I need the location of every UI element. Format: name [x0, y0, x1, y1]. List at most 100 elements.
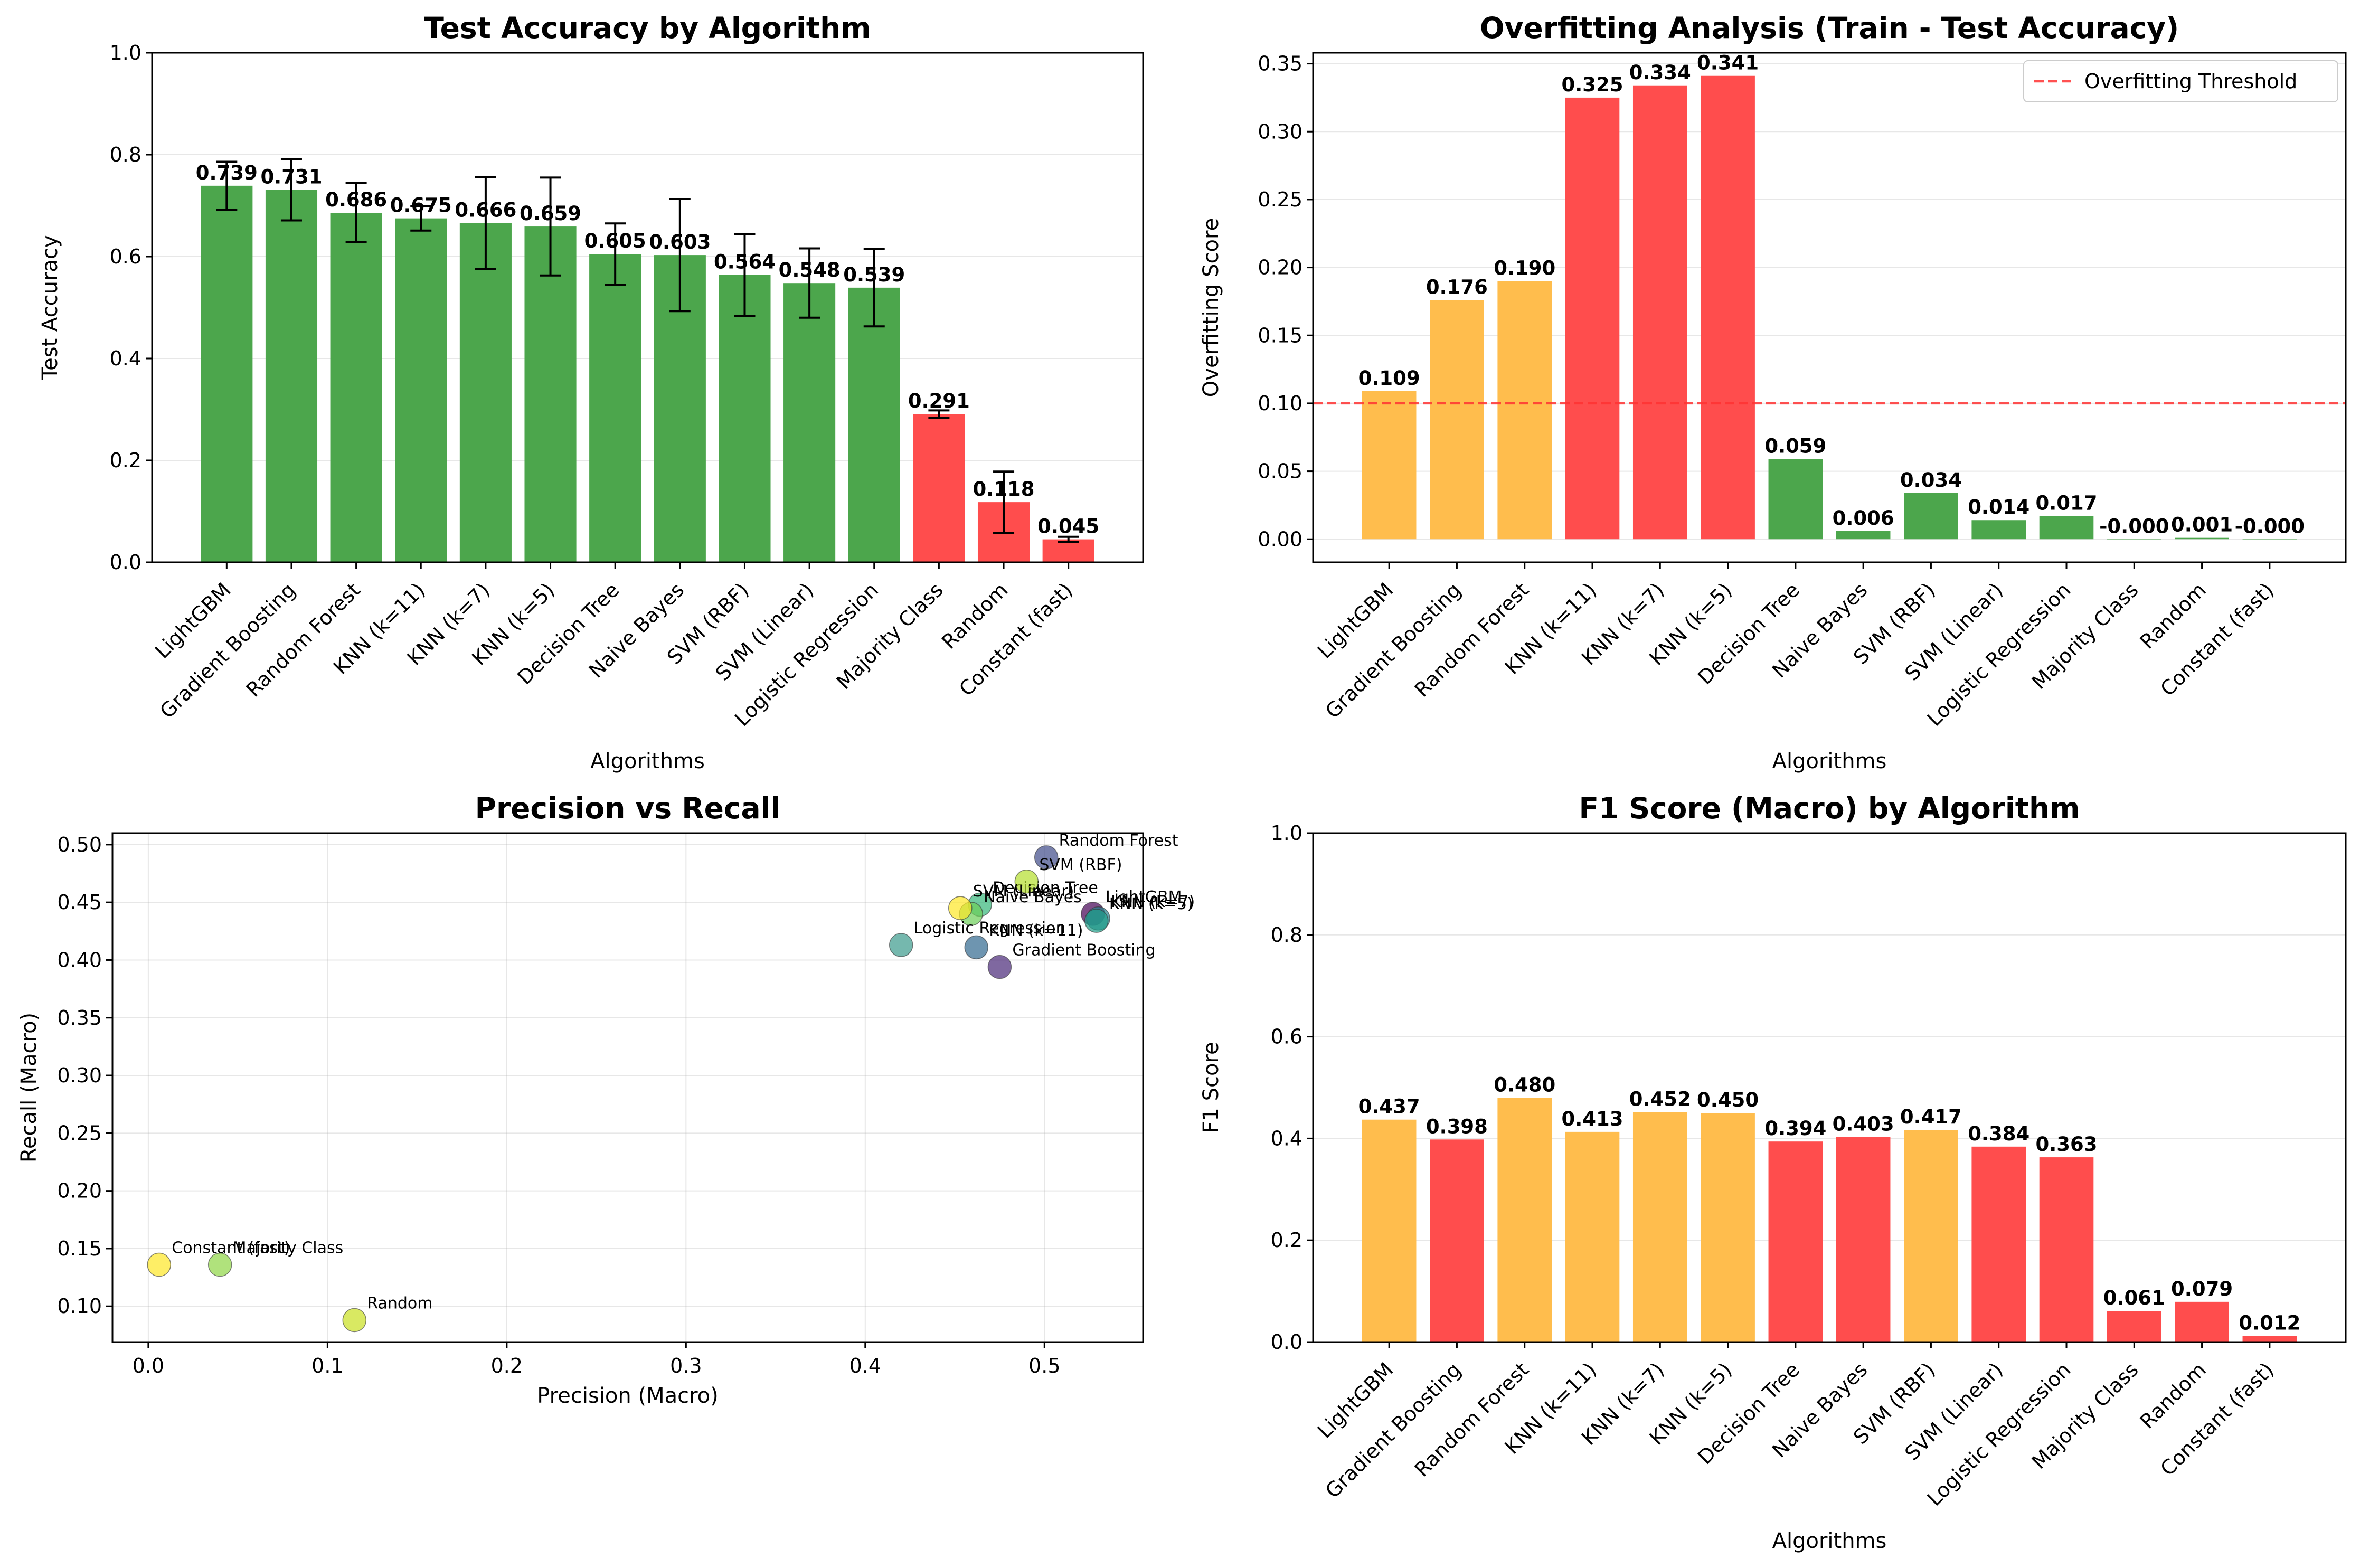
y-tick-label: 0.35: [1258, 52, 1302, 75]
bar-value-label: 0.014: [1968, 496, 2029, 518]
bar-value-label: 0.413: [1561, 1108, 1623, 1130]
bar: [524, 226, 577, 562]
y-tick-label: 0.30: [1258, 120, 1302, 143]
x-tick-label: Constant (fast): [2156, 578, 2278, 701]
y-tick-label: 0.0: [110, 551, 141, 574]
y-tick-label: 0.50: [57, 833, 102, 856]
x-axis-label: Algorithms: [1772, 749, 1887, 773]
bar-value-label: 0.059: [1764, 434, 1826, 457]
scatter-point: [1084, 909, 1109, 933]
bar-value-label: 0.603: [649, 231, 711, 253]
bar-value-label: 0.659: [520, 202, 581, 225]
bar: [1768, 459, 1823, 540]
point-label: Majority Class: [233, 1239, 344, 1258]
chart-title: Precision vs Recall: [475, 791, 781, 825]
bar-value-label: 0.437: [1358, 1095, 1420, 1118]
bar-chart-3: 0.00.20.40.60.81.00.437LightGBM0.398Grad…: [1199, 791, 2347, 1553]
bar-value-label: 0.109: [1358, 367, 1420, 390]
scatter-point: [1014, 870, 1039, 894]
bar: [589, 254, 641, 562]
bar-value-label: 0.539: [843, 263, 905, 286]
bar: [913, 414, 965, 562]
scatter-point: [987, 955, 1012, 979]
bar: [1497, 281, 1552, 540]
bar-value-label: 0.450: [1697, 1089, 1759, 1111]
bar-value-label: 0.034: [1900, 469, 1962, 492]
y-tick-label: 0.25: [1258, 188, 1302, 211]
bar-chart-0: 0.00.20.40.60.81.00.739LightGBM0.731Grad…: [38, 11, 1144, 773]
y-tick-label: 0.10: [1258, 392, 1302, 415]
legend-label: Overfitting Threshold: [2084, 70, 2297, 93]
bar: [1565, 1131, 1620, 1342]
bar: [1971, 1146, 2026, 1342]
y-tick-label: 0.2: [1271, 1229, 1302, 1252]
bar: [2242, 1336, 2297, 1342]
bar: [1701, 1113, 1755, 1342]
axes-frame: [151, 52, 1144, 563]
y-tick-label: 0.25: [57, 1121, 102, 1145]
bar-value-label: 0.325: [1561, 73, 1623, 96]
bar: [1430, 300, 1484, 540]
y-tick-label: 0.6: [110, 245, 141, 268]
bar: [2175, 537, 2229, 540]
bar-value-label: 0.564: [714, 251, 776, 273]
y-tick-label: 0.45: [57, 891, 102, 914]
x-tick-label: 0.3: [670, 1354, 702, 1377]
bar: [783, 283, 836, 562]
axes-frame: [1312, 832, 2347, 1343]
point-label: Decision Tree: [993, 879, 1098, 898]
bar: [2175, 1301, 2229, 1342]
point-label: Gradient Boosting: [1012, 941, 1155, 960]
bar-value-label: 0.017: [2035, 492, 2097, 515]
bar: [1768, 1141, 1823, 1342]
chart-title: Overfitting Analysis (Train - Test Accur…: [1480, 11, 2179, 45]
bar-value-label: 0.605: [584, 230, 646, 252]
y-tick-label: 0.4: [110, 347, 141, 370]
point-label: KNN (k=7): [1111, 893, 1195, 911]
bar-value-label: 0.480: [1494, 1073, 1555, 1096]
bar-value-label: 0.403: [1833, 1113, 1894, 1136]
bar: [459, 223, 512, 562]
point-label: Constant (fast): [172, 1239, 290, 1258]
y-tick-label: 0.20: [57, 1179, 102, 1203]
y-tick-label: 0.8: [1271, 923, 1302, 947]
bar: [1701, 75, 1755, 540]
bar: [1362, 1119, 1417, 1342]
point-label: KNN (k=5): [1109, 895, 1193, 913]
bar: [719, 275, 771, 562]
bar: [1632, 1112, 1687, 1342]
scatter-point: [207, 1252, 232, 1277]
bar-value-label: 0.341: [1697, 52, 1759, 74]
y-tick-label: 0.8: [110, 143, 141, 166]
bar-value-label: 0.417: [1900, 1106, 1962, 1128]
bar: [2107, 539, 2161, 540]
bar: [1565, 97, 1620, 540]
bar-value-label: 0.291: [908, 390, 970, 412]
bar-value-label: 0.190: [1494, 257, 1555, 279]
bar-value-label: -0.000: [2235, 515, 2305, 537]
y-tick-label: 1.0: [1271, 821, 1302, 845]
bar: [1042, 539, 1094, 562]
bar-value-label: 0.398: [1426, 1115, 1488, 1138]
x-tick-label: Random Forest: [1410, 578, 1533, 701]
bar: [1971, 520, 2026, 540]
bar-value-label: 0.548: [779, 259, 841, 281]
bar-value-label: 0.045: [1037, 515, 1099, 538]
bar: [1836, 531, 1891, 540]
y-tick-label: 0.40: [57, 948, 102, 971]
bar: [2242, 539, 2297, 540]
bar-value-label: 0.061: [2103, 1287, 2165, 1309]
bar: [2107, 1311, 2161, 1342]
chart-title: F1 Score (Macro) by Algorithm: [1579, 791, 2080, 825]
y-tick-label: 0.6: [1271, 1025, 1302, 1049]
y-tick-label: 0.10: [57, 1295, 102, 1318]
x-tick-label: 0.0: [133, 1354, 164, 1377]
y-tick-label: 0.00: [1258, 527, 1302, 551]
bar: [1836, 1137, 1891, 1342]
bar-value-label: 0.739: [196, 162, 258, 184]
x-tick-label: 0.2: [491, 1354, 523, 1377]
scatter-point: [147, 1252, 172, 1277]
y-axis-label: F1 Score: [1199, 1042, 1223, 1133]
x-tick-label: Constant (fast): [2156, 1358, 2278, 1480]
